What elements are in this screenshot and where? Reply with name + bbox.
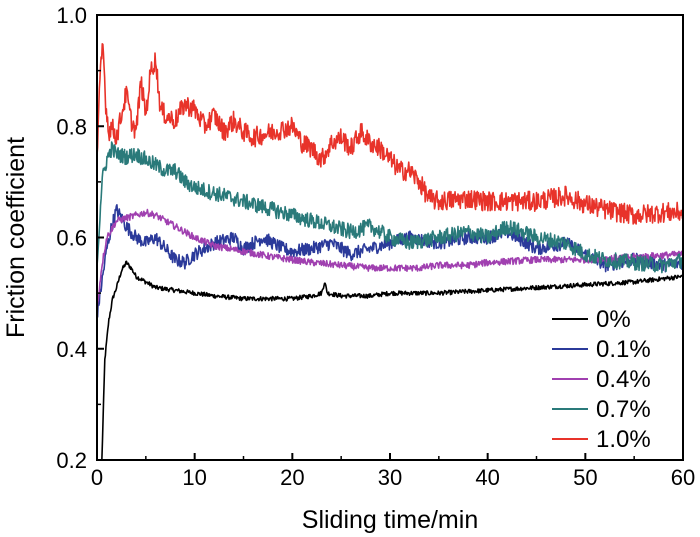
x-axis-label: Sliding time/min: [302, 506, 478, 534]
x-tick-label: 20: [280, 465, 304, 490]
legend-label: 1.0%: [596, 426, 651, 453]
series-line-0-7pct: [96, 141, 684, 274]
x-tick-label: 40: [475, 465, 499, 490]
y-tick-label: 0.6: [56, 226, 87, 251]
legend: 0% 0.1% 0.4% 0.7% 1.0%: [552, 306, 651, 453]
legend-label: 0%: [596, 306, 631, 333]
legend-label: 0.4%: [596, 366, 651, 393]
axis-tick-labels: 0 10 20 30 40 50 60 0.2 0.4 0.6 0.8 1.0: [56, 3, 695, 490]
x-tick-label: 50: [573, 465, 597, 490]
axis-ticks: [96, 14, 684, 461]
y-tick-label: 0.4: [56, 337, 87, 362]
y-axis-label: Friction coefficient: [2, 137, 30, 338]
x-tick-label: 30: [378, 465, 402, 490]
y-tick-label: 1.0: [56, 3, 87, 28]
series-line-0pct: [101, 260, 683, 460]
series-line-0-1pct: [96, 204, 684, 318]
y-tick-label: 0.2: [56, 448, 87, 473]
x-tick-label: 0: [91, 465, 103, 490]
series-line-1-0pct: [96, 42, 684, 225]
x-tick-label: 10: [182, 465, 206, 490]
y-tick-label: 0.8: [56, 114, 87, 139]
legend-label: 0.1%: [596, 336, 651, 363]
legend-label: 0.7%: [596, 396, 651, 423]
x-tick-label: 60: [671, 465, 695, 490]
plot-lines: [96, 42, 684, 460]
